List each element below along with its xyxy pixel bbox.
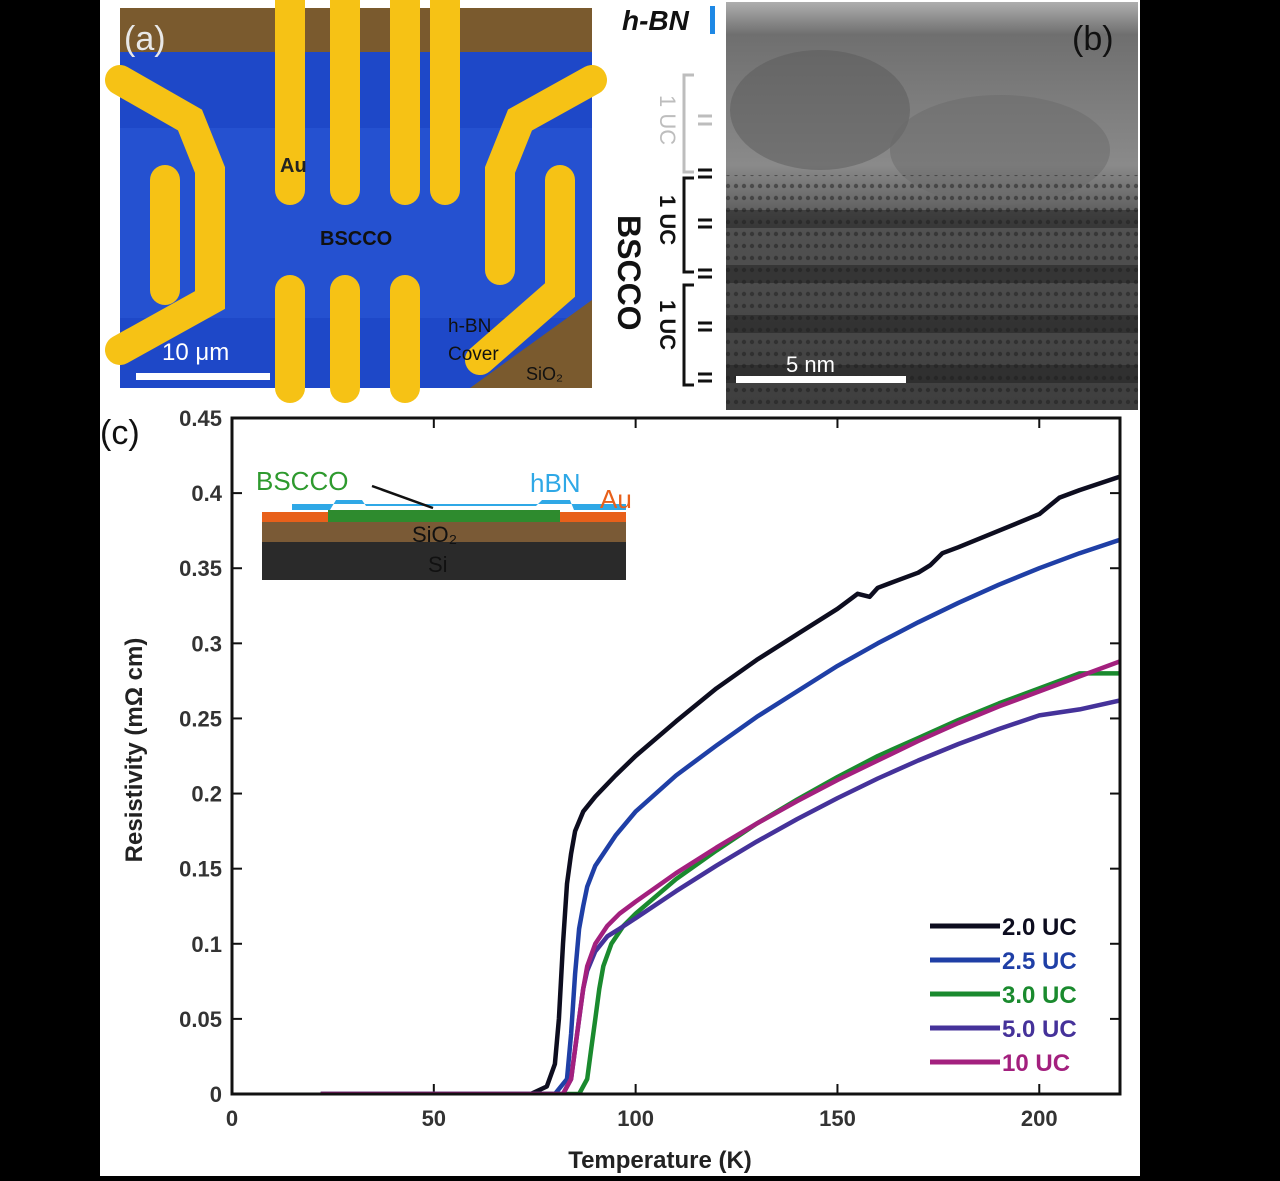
bracket-uc-3	[682, 283, 694, 387]
hbn-cover-label: Cover	[448, 344, 499, 365]
inset-bscco-label: BSCCO	[256, 466, 348, 496]
x-tick-label: 200	[1021, 1106, 1058, 1131]
inset-si-label: Si	[428, 552, 448, 577]
hbn-label: h-BN	[622, 5, 690, 36]
y-tick-label: 0.05	[179, 1007, 222, 1032]
x-axis-ticks: 0 50 100 150 200	[226, 418, 1058, 1131]
legend: 2.0 UC 2.5 UC 3.0 UC 5.0 UC 10 UC	[930, 914, 1077, 1077]
panel-a-label: (a)	[124, 20, 166, 58]
x-tick-label: 50	[422, 1106, 446, 1131]
x-axis-label: Temperature (K)	[568, 1147, 752, 1174]
data-series	[320, 474, 1120, 1094]
inset-pointer	[371, 484, 434, 510]
panel-b-tem: (b) h-BN 1 UC 1 UC 1 UC BSCCO 5 nm	[611, 2, 1138, 410]
inset-si-layer	[262, 540, 626, 580]
electrode	[485, 65, 607, 285]
inset-au-right	[560, 512, 626, 522]
series-line-10-uc	[320, 659, 1120, 1094]
tem-contrast	[730, 50, 910, 170]
uc-brackets	[682, 73, 694, 387]
bracket-uc-1	[682, 73, 694, 174]
bscco-side-label: BSCCO	[611, 215, 647, 331]
tem-scalebar	[736, 376, 906, 383]
series-line-5-0-uc	[320, 698, 1120, 1094]
y-axis-ticks: 0 0.05 0.1 0.15 0.2 0.25 0.3 0.35 0.4 0.45	[179, 406, 1120, 1107]
layer-tick-marks	[698, 114, 712, 383]
legend-label: 3.0 UC	[1002, 982, 1077, 1009]
y-tick-label: 0.2	[191, 782, 222, 807]
y-tick-label: 0.1	[191, 932, 222, 957]
inset-au-left	[262, 512, 328, 522]
y-tick-label: 0.3	[191, 631, 222, 656]
plot-frame	[230, 416, 1122, 1096]
y-tick-label: 0.45	[179, 406, 222, 431]
au-label: Au	[280, 155, 307, 177]
series-line-2-0-uc	[320, 474, 1120, 1094]
electrode	[465, 165, 575, 375]
sio2-label: SiO₂	[526, 364, 563, 384]
lattice-band	[726, 265, 1138, 283]
legend-label: 5.0 UC	[1002, 1016, 1077, 1043]
y-tick-label: 0.4	[191, 481, 222, 506]
gold-electrodes	[105, 0, 607, 403]
uc-label-1: 1 UC	[655, 95, 680, 145]
panel-b-label: (b)	[1072, 20, 1114, 58]
scalebar	[136, 373, 270, 380]
panel-a-micrograph: (a) Au BSCCO h-BN Cover SiO₂ 10 μm	[105, 0, 607, 403]
y-tick-label: 0	[210, 1082, 222, 1107]
legend-label: 2.5 UC	[1002, 948, 1077, 975]
hbn-marker	[710, 6, 715, 34]
electrode	[105, 65, 225, 365]
uc-label-3: 1 UC	[655, 300, 680, 350]
inset-hbn-label: hBN	[530, 468, 581, 498]
inset-bscco-layer	[328, 510, 560, 522]
y-tick-label: 0.25	[179, 706, 222, 731]
y-tick-label: 0.15	[179, 857, 222, 882]
series-line-2-5-uc	[320, 537, 1120, 1094]
x-tick-label: 100	[617, 1106, 654, 1131]
sio2-corner	[470, 300, 592, 388]
y-axis-label: Resistivity (mΩ cm)	[121, 638, 148, 863]
inset-sio2-label: SiO₂	[412, 522, 457, 547]
legend-label: 2.0 UC	[1002, 914, 1077, 941]
uc-label-2: 1 UC	[655, 195, 680, 245]
legend-label: 10 UC	[1002, 1050, 1070, 1077]
inset-sio2-layer	[262, 520, 626, 542]
panel-c-label: (c)	[100, 414, 140, 452]
x-tick-label: 150	[819, 1106, 856, 1131]
y-tick-label: 0.35	[179, 556, 222, 581]
tem-scalebar-label: 5 nm	[786, 352, 835, 377]
lattice-band	[726, 210, 1138, 228]
series-line-3-0-uc	[320, 671, 1120, 1094]
bracket-uc-2	[682, 176, 694, 274]
figure-svg: (a) Au BSCCO h-BN Cover SiO₂ 10 μm (b) h…	[100, 0, 1138, 1174]
figure: (a) Au BSCCO h-BN Cover SiO₂ 10 μm (b) h…	[100, 0, 1140, 1176]
lattice-band	[726, 315, 1138, 333]
inset-au-label: Au	[600, 484, 632, 514]
scalebar-label: 10 μm	[162, 339, 229, 366]
hbn-label: h-BN	[448, 316, 491, 337]
bscco-label: BSCCO	[320, 228, 392, 250]
x-tick-label: 0	[226, 1106, 238, 1131]
panel-c-resistivity-chart: (c) 0 0.05 0.1 0.15 0.2 0.25 0.3 0.35 0.4 0.45 0 5…	[100, 406, 1122, 1174]
inset-device-schematic: BSCCO hBN Au SiO₂ Si	[256, 466, 632, 580]
inset-hbn-layer	[292, 500, 626, 510]
